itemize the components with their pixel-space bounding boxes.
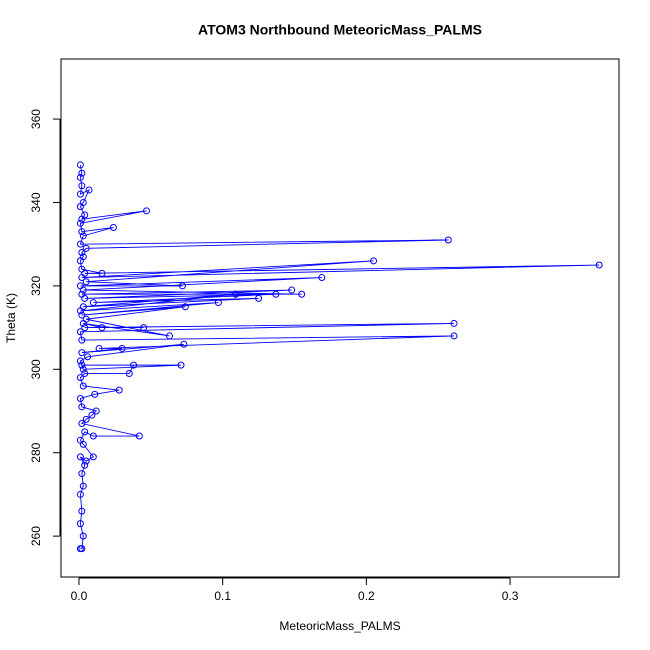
data-point bbox=[76, 173, 84, 181]
data-point bbox=[91, 390, 99, 398]
data-point bbox=[78, 311, 86, 319]
data-point bbox=[76, 219, 84, 227]
data-point bbox=[78, 349, 86, 357]
data-point bbox=[370, 257, 378, 265]
data-point bbox=[81, 428, 89, 436]
data-point bbox=[140, 324, 148, 332]
data-point bbox=[78, 228, 86, 236]
data-point bbox=[450, 319, 458, 327]
data-point bbox=[82, 244, 90, 252]
x-tick-label: 0.1 bbox=[214, 589, 231, 603]
data-point bbox=[76, 161, 84, 169]
data-point bbox=[255, 294, 263, 302]
data-point bbox=[82, 415, 90, 423]
data-point bbox=[125, 369, 133, 377]
data-point bbox=[78, 336, 86, 344]
data-point bbox=[79, 253, 87, 261]
y-tick-label: 320 bbox=[29, 276, 43, 296]
data-point bbox=[76, 357, 84, 365]
data-point bbox=[135, 432, 143, 440]
data-point bbox=[81, 324, 89, 332]
data-point bbox=[78, 507, 86, 515]
data-point bbox=[79, 198, 87, 206]
data-point bbox=[76, 490, 84, 498]
data-point bbox=[76, 453, 84, 461]
data-point bbox=[85, 186, 93, 194]
data-point bbox=[89, 453, 97, 461]
y-tick-label: 340 bbox=[29, 192, 43, 212]
data-point bbox=[595, 261, 603, 269]
data-point bbox=[81, 461, 89, 469]
data-point bbox=[78, 290, 86, 298]
data-point bbox=[98, 324, 106, 332]
y-axis-label: Theta (K) bbox=[4, 293, 18, 343]
y-tick-label: 360 bbox=[29, 109, 43, 129]
data-point bbox=[82, 278, 90, 286]
data-point bbox=[76, 394, 84, 402]
data-point bbox=[76, 328, 84, 336]
x-tick-label: 0.3 bbox=[502, 589, 519, 603]
data-point bbox=[130, 361, 138, 369]
data-point bbox=[81, 369, 89, 377]
data-point bbox=[76, 436, 84, 444]
data-point bbox=[181, 303, 189, 311]
x-tick-label: 0.2 bbox=[358, 589, 375, 603]
data-point bbox=[118, 344, 126, 352]
data-point bbox=[79, 382, 87, 390]
data-point bbox=[76, 374, 84, 382]
data-point bbox=[82, 457, 90, 465]
y-tick-label: 260 bbox=[29, 526, 43, 546]
data-point bbox=[79, 482, 87, 490]
y-tick-label: 280 bbox=[29, 442, 43, 462]
data-point bbox=[78, 249, 86, 257]
plot-frame bbox=[60, 58, 620, 578]
data-point bbox=[78, 545, 86, 553]
data-point bbox=[298, 290, 306, 298]
data-point bbox=[98, 269, 106, 277]
data-point bbox=[81, 211, 89, 219]
data-point bbox=[89, 299, 97, 307]
data-point bbox=[95, 344, 103, 352]
data-point bbox=[78, 265, 86, 273]
x-axis-label: MeteoricMass_PALMS bbox=[279, 619, 400, 633]
data-point bbox=[288, 286, 296, 294]
data-point bbox=[76, 520, 84, 528]
data-point bbox=[84, 353, 92, 361]
data-point bbox=[180, 340, 188, 348]
data-point bbox=[177, 361, 185, 369]
data-point bbox=[82, 315, 90, 323]
data-point bbox=[79, 303, 87, 311]
data-point bbox=[214, 299, 222, 307]
data-point bbox=[165, 332, 173, 340]
data-point bbox=[92, 407, 100, 415]
data-point bbox=[76, 282, 84, 290]
data-point bbox=[178, 282, 186, 290]
y-tick-label: 300 bbox=[29, 359, 43, 379]
data-point bbox=[109, 223, 117, 231]
data-point bbox=[76, 240, 84, 248]
data-point bbox=[78, 361, 86, 369]
data-point bbox=[78, 470, 86, 478]
data-point bbox=[78, 169, 86, 177]
data-point bbox=[450, 332, 458, 340]
data-point bbox=[115, 386, 123, 394]
data-point bbox=[143, 207, 151, 215]
chart-title: ATOM3 Northbound MeteoricMass_PALMS bbox=[198, 22, 482, 38]
data-point bbox=[79, 232, 87, 240]
data-point bbox=[78, 403, 86, 411]
data-point bbox=[88, 411, 96, 419]
data-point bbox=[78, 420, 86, 428]
data-point bbox=[89, 432, 97, 440]
data-point bbox=[444, 236, 452, 244]
data-point bbox=[79, 532, 87, 540]
data-point bbox=[232, 290, 240, 298]
data-point bbox=[318, 274, 326, 282]
data-point bbox=[272, 290, 280, 298]
data-point bbox=[79, 365, 87, 373]
data-point bbox=[76, 190, 84, 198]
data-point bbox=[78, 182, 86, 190]
data-line bbox=[79, 164, 600, 550]
x-tick-label: 0.0 bbox=[71, 589, 88, 603]
